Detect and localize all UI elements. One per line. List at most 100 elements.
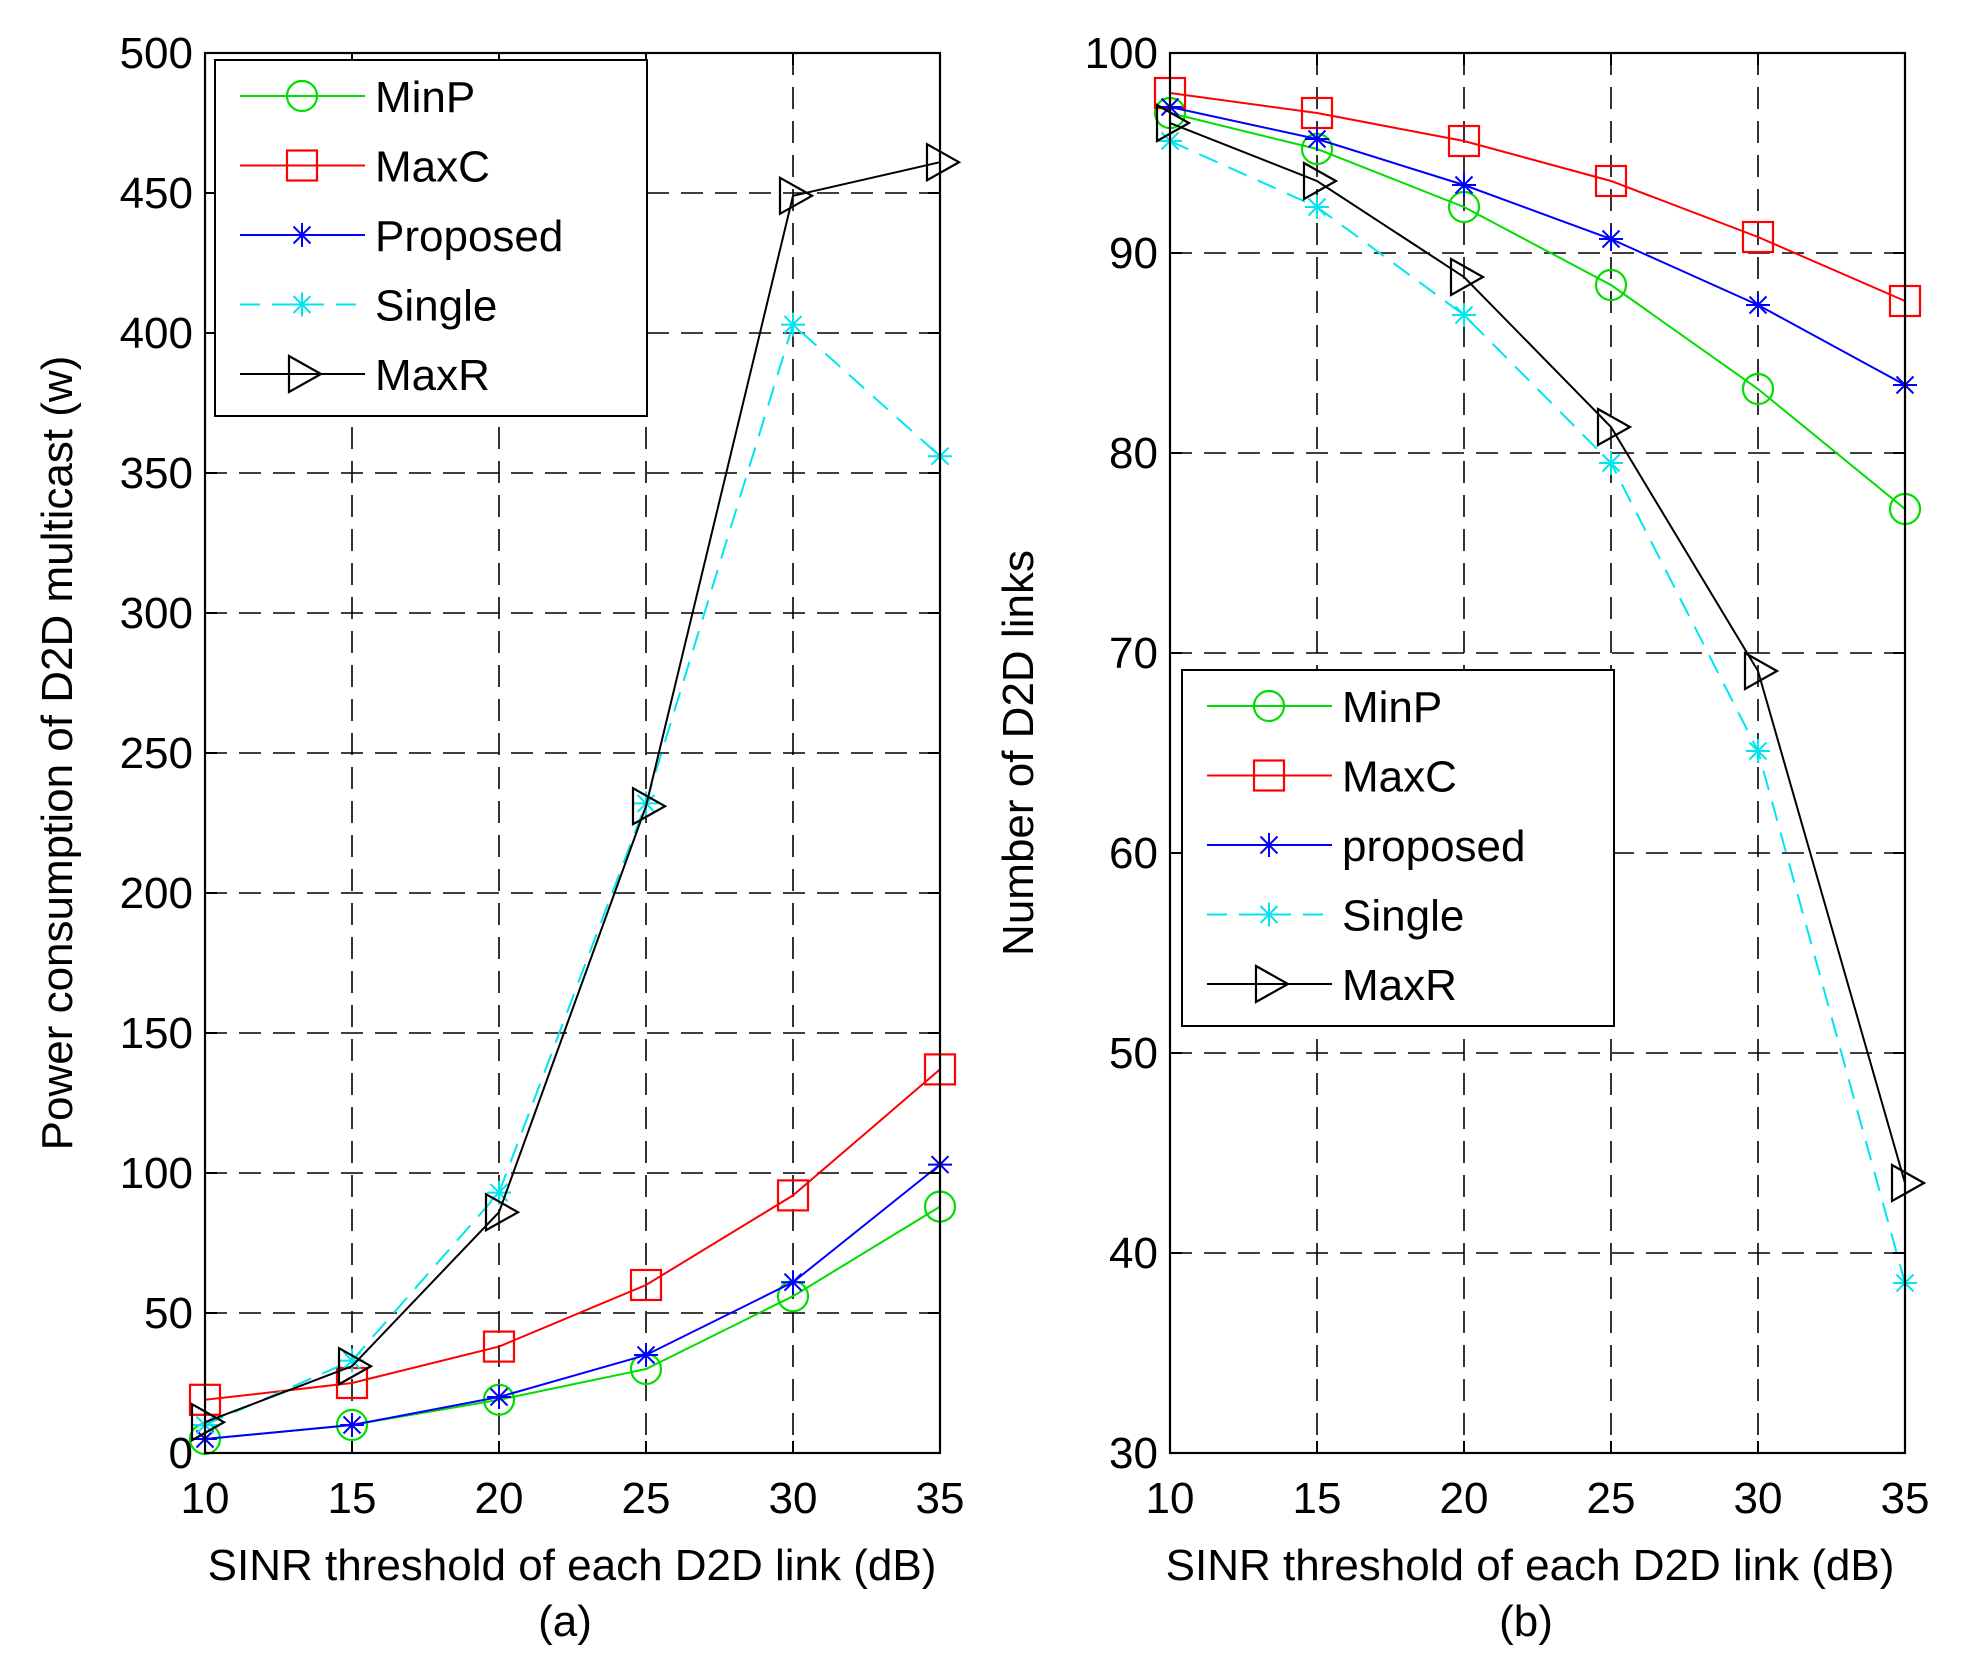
legend-label-maxc: MaxC bbox=[375, 143, 490, 192]
series-line-single bbox=[204, 322, 941, 1426]
series-maxr-b bbox=[1155, 103, 1927, 1203]
y-tick-label: 30 bbox=[1109, 1429, 1158, 1478]
series-maxr-a bbox=[190, 142, 962, 1443]
data-point-proposed bbox=[634, 1343, 658, 1367]
series-line-maxc bbox=[1169, 92, 1906, 302]
x-tick-label: 10 bbox=[181, 1474, 230, 1523]
y-tick-label: 100 bbox=[1085, 29, 1158, 78]
data-point-proposed bbox=[487, 1385, 511, 1409]
legend-box bbox=[214, 59, 648, 417]
data-point-maxr bbox=[1890, 1163, 1927, 1203]
data-point-maxr bbox=[925, 142, 962, 183]
y-axis-label-a: Power consumption of D2D multicast (w) bbox=[33, 356, 82, 1151]
x-tick-label: 30 bbox=[1734, 1474, 1783, 1523]
y-tick-label: 500 bbox=[120, 29, 193, 78]
legend-label-minp: MinP bbox=[1342, 683, 1442, 732]
chart-b: 10 15 20 25 30 35 30 40 50 60 70 80 90 100 SINR thres… bbox=[994, 29, 1929, 1646]
y-tick-label: 300 bbox=[120, 589, 193, 638]
legend-label-minp: MinP bbox=[375, 73, 475, 122]
legend-a: MinP MaxC Proposed Single MaxR bbox=[214, 59, 648, 417]
series-line-proposed bbox=[204, 1163, 941, 1440]
chart-a: 10 15 20 25 30 350501001502002503003504004505… bbox=[33, 29, 964, 1646]
data-point-proposed bbox=[1746, 293, 1770, 317]
legend-label-proposed: Proposed bbox=[375, 212, 563, 261]
data-point-single bbox=[487, 1180, 511, 1205]
data-point-proposed bbox=[781, 1270, 805, 1295]
y-tick-label: 350 bbox=[120, 449, 193, 498]
data-point-maxr bbox=[1449, 257, 1486, 297]
data-point-single bbox=[1746, 739, 1770, 763]
legend-marker-maxr bbox=[1254, 964, 1291, 1004]
data-point-single bbox=[781, 312, 805, 337]
legend-marker-single bbox=[290, 292, 314, 317]
data-point-maxr bbox=[778, 175, 815, 216]
x-tick-label: 25 bbox=[1587, 1474, 1636, 1523]
y-tick-label: 50 bbox=[1109, 1029, 1158, 1078]
x-tick-label: 35 bbox=[916, 1474, 965, 1523]
panel-caption-b: (b) bbox=[1499, 1597, 1553, 1646]
legend-label-maxr: MaxR bbox=[375, 351, 490, 400]
data-point-maxr bbox=[190, 1402, 227, 1443]
data-point-single bbox=[1599, 451, 1623, 475]
panel-caption-a: (a) bbox=[538, 1597, 592, 1646]
data-point-maxc bbox=[1741, 220, 1775, 254]
y-tick-label: 80 bbox=[1109, 429, 1158, 478]
legend-marker-maxc bbox=[1252, 759, 1286, 792]
x-tick-label: 20 bbox=[475, 1474, 524, 1523]
x-axis-label-a: SINR threshold of each D2D link (dB) bbox=[208, 1541, 937, 1590]
x-tick-label: 15 bbox=[328, 1474, 377, 1523]
y-tick-label: 450 bbox=[120, 169, 193, 218]
data-point-maxr bbox=[1743, 651, 1780, 691]
data-point-maxc bbox=[776, 1179, 810, 1212]
legend-box bbox=[1181, 669, 1615, 1027]
data-point-maxr bbox=[1302, 161, 1339, 201]
x-tick-label: 25 bbox=[622, 1474, 671, 1523]
y-tick-label: 0 bbox=[169, 1429, 193, 1478]
data-point-maxc bbox=[482, 1330, 516, 1363]
legend-label-maxc: MaxC bbox=[1342, 753, 1457, 802]
series-line-minp bbox=[1169, 112, 1906, 510]
y-tick-label: 50 bbox=[144, 1289, 193, 1338]
data-point-maxr bbox=[1596, 407, 1633, 447]
y-tick-label: 150 bbox=[120, 1009, 193, 1058]
data-point-single bbox=[1305, 195, 1329, 219]
data-point-maxr bbox=[337, 1346, 374, 1387]
data-point-proposed bbox=[340, 1413, 364, 1437]
data-point-single bbox=[1452, 303, 1476, 327]
data-point-maxr bbox=[1155, 103, 1192, 143]
y-tick-label: 400 bbox=[120, 309, 193, 358]
data-point-proposed bbox=[1599, 227, 1623, 251]
x-axis-label-b: SINR threshold of each D2D link (dB) bbox=[1166, 1541, 1895, 1590]
plot-frame-b bbox=[1168, 51, 1907, 1455]
legend-marker-maxc bbox=[285, 149, 319, 182]
y-tick-label: 250 bbox=[120, 729, 193, 778]
legend-marker-minp bbox=[1252, 689, 1286, 723]
x-tick-label: 20 bbox=[1440, 1474, 1489, 1523]
legend-label-single: Single bbox=[1342, 892, 1464, 941]
legend-marker-proposed bbox=[290, 223, 314, 247]
data-point-minp bbox=[335, 1408, 369, 1442]
data-point-maxc bbox=[629, 1268, 663, 1302]
legend-label-maxr: MaxR bbox=[1342, 961, 1457, 1010]
series-line-single bbox=[1169, 140, 1906, 1284]
y-tick-label: 90 bbox=[1109, 229, 1158, 278]
series-line-proposed bbox=[1169, 106, 1906, 386]
x-tick-label: 15 bbox=[1293, 1474, 1342, 1523]
y-tick-label: 40 bbox=[1109, 1229, 1158, 1278]
x-tick-label: 35 bbox=[1881, 1474, 1930, 1523]
data-point-single bbox=[340, 1348, 364, 1373]
data-point-proposed bbox=[1305, 127, 1329, 151]
data-point-proposed bbox=[1452, 173, 1476, 197]
y-tick-label: 200 bbox=[120, 869, 193, 918]
y-axis-label-b: Number of D2D links bbox=[994, 550, 1043, 956]
data-point-minp bbox=[1594, 268, 1628, 302]
legend-marker-proposed bbox=[1257, 833, 1281, 857]
x-tick-label: 30 bbox=[769, 1474, 818, 1523]
data-point-maxc bbox=[1594, 164, 1628, 198]
data-point-maxr bbox=[631, 786, 668, 827]
legend-label-proposed: proposed bbox=[1342, 822, 1525, 871]
data-point-maxr bbox=[484, 1192, 521, 1233]
legend-marker-maxr bbox=[287, 354, 324, 394]
series-line-maxr bbox=[204, 161, 941, 1424]
